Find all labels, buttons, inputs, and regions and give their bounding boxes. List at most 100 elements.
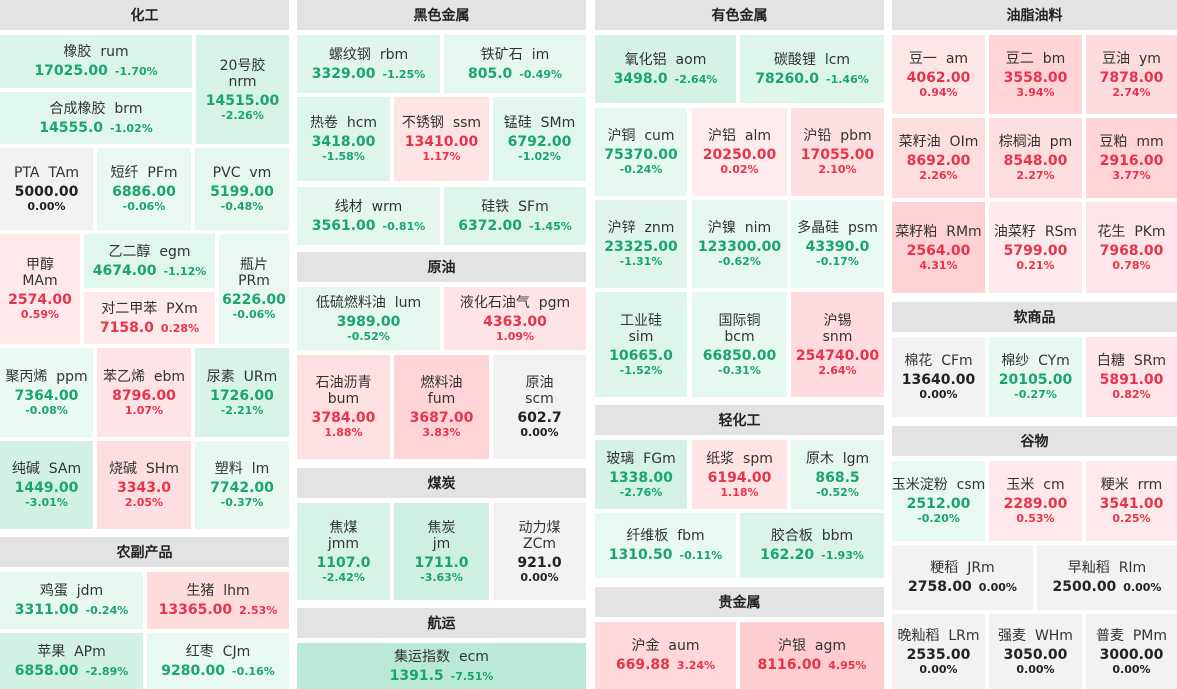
tile-ssm[interactable]: 不锈钢 ssm 13410.00 1.17%: [394, 97, 489, 181]
tile-znm[interactable]: 沪锌 znm 23325.00 -1.31%: [595, 200, 687, 288]
tile-values: 4363.00 1.09%: [483, 314, 547, 343]
tile-PRm[interactable]: 瓶片 PRm 6226.00 -0.06%: [219, 234, 289, 344]
tile-ebm[interactable]: 苯乙烯 ebm 8796.00 1.07%: [97, 348, 191, 437]
tile-pbm[interactable]: 沪铅 pbm 17055.00 2.10%: [791, 108, 884, 196]
tile-agm[interactable]: 沪银 agm 8116.00 4.95%: [740, 622, 884, 689]
tile-change-pct: 0.59%: [20, 308, 60, 321]
tile-code: bum: [327, 391, 360, 407]
tile-name: 豆粕: [1099, 134, 1128, 150]
tile-alm[interactable]: 沪铝 alm 20250.00 0.02%: [692, 108, 787, 196]
tile-CJm[interactable]: 红枣 CJm 9280.00 -0.16%: [147, 633, 289, 689]
tile-cm[interactable]: 玉米 cm 2289.00 0.53%: [989, 461, 1082, 541]
tile-label: 原木 lgm: [806, 451, 869, 467]
tile-bum[interactable]: 石油沥青 bum 3784.00 1.88%: [297, 355, 390, 459]
tile-fbm[interactable]: 纤维板 fbm 1310.50 -0.11%: [595, 513, 736, 578]
tile-PFm[interactable]: 短纤 PFm 6886.00 -0.06%: [97, 148, 191, 230]
tile-egm[interactable]: 乙二醇 egm 4674.00 -1.12%: [84, 234, 215, 288]
tile-change-pct: 3.24%: [676, 659, 716, 672]
tile-bbm[interactable]: 胶合板 bbm 162.20 -1.93%: [740, 513, 884, 578]
tile-aum[interactable]: 沪金 aum 669.88 3.24%: [595, 622, 736, 689]
tile-SHm[interactable]: 烧碱 SHm 3343.0 2.05%: [97, 441, 191, 529]
tile-name: 工业硅: [620, 312, 662, 329]
tile-rrm[interactable]: 粳米 rrm 3541.00 0.25%: [1086, 461, 1177, 541]
tile-price: 602.7: [517, 410, 562, 426]
tile-code: hcm: [346, 115, 378, 131]
tile-WHm[interactable]: 强麦 WHm 3050.00 0.00%: [989, 614, 1082, 689]
tile-LRm[interactable]: 晚籼稻 LRm 2535.00 0.00%: [892, 614, 985, 689]
tile-lgm[interactable]: 原木 lgm 868.5 -0.52%: [791, 440, 884, 509]
tile-TAm[interactable]: PTA TAm 5000.00 0.00%: [0, 148, 93, 230]
tile-hcm[interactable]: 热卷 hcm 3418.00 -1.58%: [297, 97, 390, 181]
tile-rum[interactable]: 橡胶 rum 17025.00 -1.70%: [0, 35, 192, 88]
tile-SMm[interactable]: 锰硅 SMm 6792.00 -1.02%: [493, 97, 586, 181]
tile-ppm[interactable]: 聚丙烯 ppm 7364.00 -0.08%: [0, 348, 93, 437]
tile-scm[interactable]: 原油 scm 602.7 0.00%: [493, 355, 586, 459]
tile-lm[interactable]: 塑料 lm 7742.00 -0.37%: [195, 441, 289, 529]
tile-name: 红枣: [185, 643, 214, 660]
tile-label: 燃料油 fum: [421, 375, 463, 407]
tile-lum[interactable]: 低硫燃料油 lum 3989.00 -0.52%: [297, 287, 440, 350]
tile-price: 3329.00: [311, 65, 376, 82]
tile-cum[interactable]: 沪铜 cum 75370.00 -0.24%: [595, 108, 687, 196]
tile-mm[interactable]: 豆粕 mm 2916.00 3.77%: [1086, 118, 1177, 198]
tile-change-pct: -0.06%: [122, 200, 166, 213]
tile-PKm[interactable]: 花生 PKm 7968.00 0.78%: [1086, 202, 1177, 293]
tile-snm[interactable]: 沪锡 snm 254740.00 2.64%: [791, 292, 884, 397]
tile-CYm[interactable]: 棉纱 CYm 20105.00 -0.27%: [989, 337, 1082, 417]
tile-pgm[interactable]: 液化石油气 pgm 4363.00 1.09%: [444, 287, 586, 350]
tile-MAm[interactable]: 甲醇 MAm 2574.00 0.59%: [0, 234, 80, 344]
tile-rbm[interactable]: 螺纹钢 rbm 3329.00 -1.25%: [297, 35, 440, 93]
tile-RMm[interactable]: 菜籽粕 RMm 2564.00 4.31%: [892, 202, 985, 293]
tile-label: 豆粕 mm: [1099, 134, 1163, 150]
tile-ym[interactable]: 豆油 ym 7878.00 2.74%: [1086, 35, 1177, 114]
tile-values: 75370.00 -0.24%: [604, 147, 678, 176]
tile-vm[interactable]: PVC vm 5199.00 -0.48%: [195, 148, 289, 230]
tile-brm[interactable]: 合成橡胶 brm 14555.0 -1.02%: [0, 92, 192, 144]
tile-psm[interactable]: 多晶硅 psm 43390.0 -0.17%: [791, 200, 884, 288]
tile-name: 锰硅: [503, 115, 532, 131]
tile-RIm[interactable]: 早籼稻 RIm 2500.00 0.00%: [1037, 545, 1177, 610]
tile-csm[interactable]: 玉米淀粉 csm 2512.00 -0.20%: [892, 461, 985, 541]
tile-jmm[interactable]: 焦煤 jmm 1107.0 -2.42%: [297, 503, 390, 600]
tile-name: 聚丙烯: [5, 368, 48, 385]
tile-nrm[interactable]: 20号胶 nrm 14515.00 -2.26%: [196, 35, 289, 144]
tile-aom[interactable]: 氧化铝 aom 3498.0 -2.64%: [595, 35, 736, 103]
tile-nim[interactable]: 沪镍 nim 123300.00 -0.62%: [692, 200, 787, 288]
tile-lhm[interactable]: 生猪 lhm 13365.00 2.53%: [147, 572, 289, 629]
tile-am[interactable]: 豆一 am 4062.00 0.94%: [892, 35, 985, 114]
tile-spm[interactable]: 纸浆 spm 6194.00 1.18%: [692, 440, 787, 509]
tile-ecm[interactable]: 集运指数 ecm 1391.5 -7.51%: [297, 643, 586, 689]
tile-label: 低硫燃料油 lum: [316, 295, 421, 311]
tile-JRm[interactable]: 粳稻 JRm 2758.00 0.00%: [892, 545, 1033, 610]
tile-label: 焦炭 jm: [428, 520, 456, 552]
tile-SAm[interactable]: 纯碱 SAm 1449.00 -3.01%: [0, 441, 93, 529]
tile-sim[interactable]: 工业硅 sim 10665.0 -1.52%: [595, 292, 687, 397]
tile-change-pct: -2.89%: [85, 664, 129, 678]
tile-SRm[interactable]: 白糖 SRm 5891.00 0.82%: [1086, 337, 1177, 417]
tile-FGm[interactable]: 玻璃 FGm 1338.00 -2.76%: [595, 440, 687, 509]
tile-change-pct: 2.74%: [1112, 85, 1151, 99]
tile-im[interactable]: 铁矿石 im 805.0 -0.49%: [444, 35, 586, 93]
tile-jm[interactable]: 焦炭 jm 1711.0 -3.63%: [394, 503, 489, 600]
tile-fum[interactable]: 燃料油 fum 3687.00 3.83%: [394, 355, 489, 459]
tile-bm[interactable]: 豆二 bm 3558.00 3.94%: [989, 35, 1082, 114]
tile-pm[interactable]: 棕榈油 pm 8548.00 2.27%: [989, 118, 1082, 198]
tile-APm[interactable]: 苹果 APm 6858.00 -2.89%: [0, 633, 143, 689]
tile-name: 鸡蛋: [39, 583, 68, 599]
tile-PXm[interactable]: 对二甲苯 PXm 7158.0 0.28%: [84, 292, 215, 344]
tile-OIm[interactable]: 菜籽油 OIm 8692.00 2.26%: [892, 118, 985, 198]
tile-price: 162.20: [760, 547, 815, 563]
tile-values: 3498.0 -2.64%: [614, 71, 718, 87]
tile-ZCm[interactable]: 动力煤 ZCm 921.0 0.00%: [493, 503, 586, 600]
tile-change-pct: -1.93%: [821, 549, 864, 562]
tile-SFm[interactable]: 硅铁 SFm 6372.00 -1.45%: [444, 187, 586, 245]
tile-label: 锰硅 SMm: [504, 115, 576, 131]
tile-RSm[interactable]: 油菜籽 RSm 5799.00 0.21%: [989, 202, 1082, 293]
tile-jdm[interactable]: 鸡蛋 jdm 3311.00 -0.24%: [0, 572, 143, 629]
tile-wrm[interactable]: 线材 wrm 3561.00 -0.81%: [297, 187, 440, 245]
tile-bcm[interactable]: 国际铜 bcm 66850.00 -0.31%: [692, 292, 787, 397]
tile-lcm[interactable]: 碳酸锂 lcm 78260.0 -1.46%: [740, 35, 884, 103]
tile-CFm[interactable]: 棉花 CFm 13640.00 0.00%: [892, 337, 985, 417]
tile-URm[interactable]: 尿素 URm 1726.00 -2.21%: [195, 348, 289, 437]
tile-PMm[interactable]: 普麦 PMm 3000.00 0.00%: [1086, 614, 1177, 689]
